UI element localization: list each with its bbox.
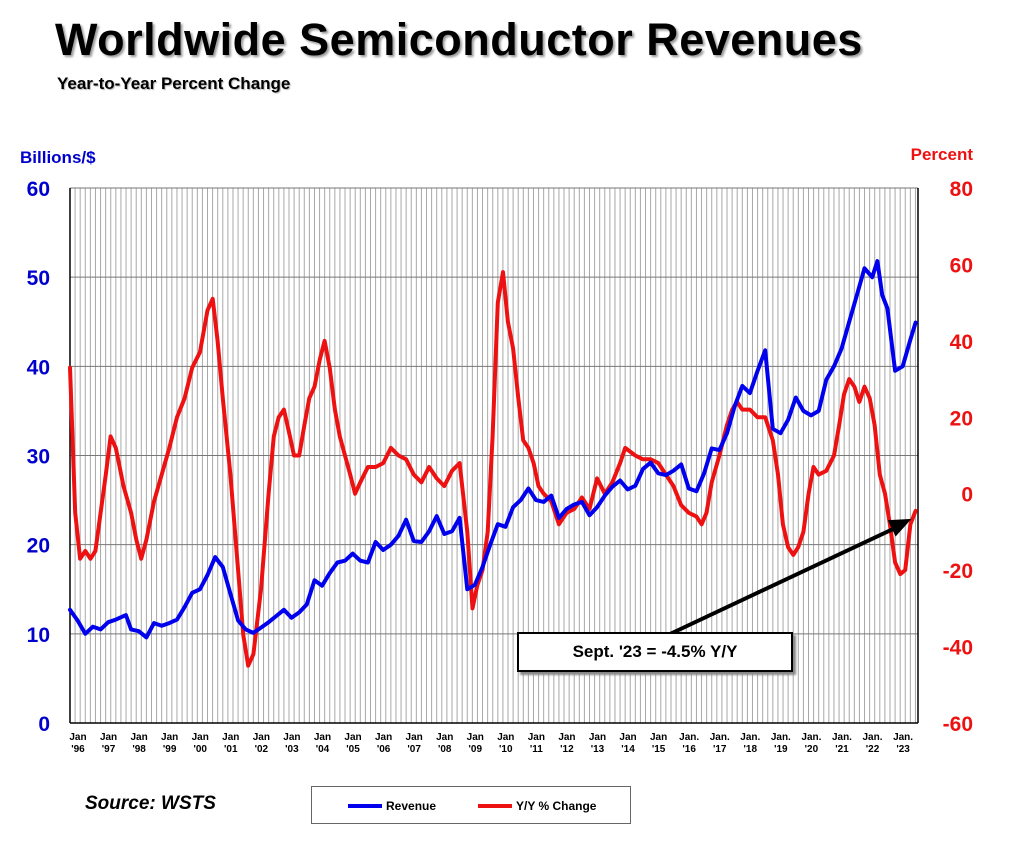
x-tick-label-month: Jan (467, 732, 484, 743)
left-tick-label: 20 (27, 535, 50, 558)
left-tick-label: 0 (38, 713, 50, 736)
legend-label-yoy: Y/Y % Change (516, 799, 597, 813)
x-tick-label-year: '23 (896, 744, 910, 755)
x-tick-label-year: '22 (866, 744, 880, 755)
x-tick-label-year: '12 (560, 744, 574, 755)
series-lines (68, 259, 918, 668)
right-tick-label: 80 (950, 178, 973, 201)
x-tick-label-month: Jan. (893, 732, 913, 743)
x-tick-label-year: '98 (132, 744, 146, 755)
x-tick-label-month: Jan (528, 732, 545, 743)
chart-subtitle: Year-to-Year Percent Change (57, 74, 291, 93)
x-tick-label-year: '09 (469, 744, 483, 755)
x-tick-label-month: Jan (344, 732, 361, 743)
right-tick-label: 60 (950, 254, 973, 277)
x-tick-label-month: Jan (314, 732, 331, 743)
chart-title: Worldwide Semiconductor Revenues (55, 14, 863, 65)
annotation-arrow-group (669, 518, 912, 636)
x-tick-label-month: Jan (619, 732, 636, 743)
x-tick-label-year: '02 (255, 744, 269, 755)
annotation-arrow-shaft (669, 524, 901, 636)
x-axis-ticks: Jan'96Jan'97Jan'98Jan'99Jan'00Jan'01Jan'… (69, 732, 913, 755)
left-tick-label: 60 (27, 178, 50, 201)
x-tick-label-year: '03 (285, 744, 299, 755)
x-tick-label-month: Jan (558, 732, 575, 743)
x-tick-label-year: '11 (530, 744, 543, 755)
x-tick-label-month: Jan (253, 732, 270, 743)
x-tick-label-year: '04 (316, 744, 330, 755)
right-tick-label: -20 (943, 560, 973, 583)
x-tick-label-year: '10 (499, 744, 513, 755)
x-tick-label-month: Jan (436, 732, 453, 743)
x-tick-label-year: '01 (224, 744, 238, 755)
series-line-revenue (68, 259, 918, 640)
legend-swatch-revenue (348, 804, 382, 808)
source-note: Source: WSTS (85, 793, 216, 814)
x-tick-label-year: '18 (744, 744, 758, 755)
x-tick-label-year: '99 (163, 744, 177, 755)
x-tick-label-year: '21 (835, 744, 849, 755)
x-tick-label-month: Jan (222, 732, 239, 743)
x-tick-label-year: '14 (621, 744, 635, 755)
left-tick-label: 50 (27, 267, 50, 290)
legend-item-yoy: Y/Y % Change (478, 799, 596, 813)
right-axis-ticks: -60 -40 -20 0 20 40 60 80 (943, 178, 973, 736)
x-tick-label-year: '06 (377, 744, 391, 755)
x-tick-label-month: Jan. (832, 732, 852, 743)
x-tick-label-month: Jan (589, 732, 606, 743)
x-tick-label-month: Jan (69, 732, 86, 743)
x-tick-label-year: '13 (591, 744, 605, 755)
x-tick-label-month: Jan. (740, 732, 760, 743)
x-tick-label-year: '15 (652, 744, 666, 755)
x-tick-label-month: Jan. (801, 732, 821, 743)
right-tick-label: -40 (943, 637, 973, 660)
x-tick-label-month: Jan (650, 732, 667, 743)
right-tick-label: 40 (950, 331, 973, 354)
x-tick-label-month: Jan. (863, 732, 883, 743)
legend-label-revenue: Revenue (386, 799, 437, 813)
x-tick-label-month: Jan (497, 732, 514, 743)
annotation-callout: Sept. '23 = -4.5% Y/Y (517, 632, 793, 672)
x-tick-label-year: '07 (407, 744, 421, 755)
legend-swatch-yoy (478, 804, 512, 808)
x-tick-label-month: Jan (192, 732, 209, 743)
x-tick-label-month: Jan. (710, 732, 730, 743)
x-tick-label-month: Jan (100, 732, 117, 743)
x-tick-label-year: '96 (71, 744, 85, 755)
x-tick-label-year: '05 (346, 744, 360, 755)
left-tick-label: 30 (27, 446, 50, 469)
left-axis-label: Billions/$ (20, 148, 96, 167)
x-tick-label-month: Jan (283, 732, 300, 743)
left-axis-ticks: 0 10 20 30 40 50 60 (27, 178, 50, 736)
right-axis-label: Percent (911, 145, 974, 164)
right-tick-label: -60 (943, 713, 973, 736)
chart-legend: Revenue Y/Y % Change (311, 786, 631, 824)
x-tick-label-year: '08 (438, 744, 452, 755)
legend-item-revenue: Revenue (348, 799, 436, 813)
x-tick-label-year: '20 (805, 744, 819, 755)
x-tick-label-year: '17 (713, 744, 727, 755)
right-tick-label: 0 (961, 484, 973, 507)
x-tick-label-month: Jan (406, 732, 423, 743)
right-tick-label: 20 (950, 407, 973, 430)
x-tick-label-year: '00 (193, 744, 207, 755)
axes (69, 188, 919, 724)
series-line-yoy (68, 270, 918, 668)
left-tick-label: 40 (27, 356, 50, 379)
x-tick-label-month: Jan (130, 732, 147, 743)
x-tick-label-year: '19 (774, 744, 788, 755)
x-tick-label-month: Jan. (679, 732, 699, 743)
x-tick-label-month: Jan (161, 732, 178, 743)
x-tick-label-month: Jan (375, 732, 392, 743)
x-tick-label-year: '16 (682, 744, 696, 755)
annotation-arrow-head (887, 518, 912, 537)
x-tick-label-year: '97 (102, 744, 116, 755)
x-tick-label-month: Jan. (771, 732, 791, 743)
left-tick-label: 10 (27, 624, 50, 647)
